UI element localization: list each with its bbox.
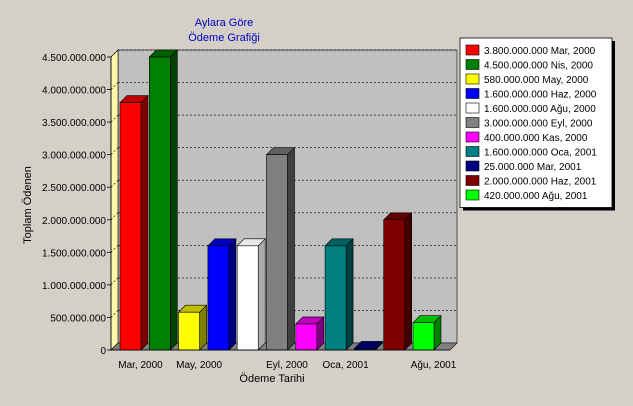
bar-side	[228, 238, 237, 351]
legend-swatch	[465, 131, 480, 143]
y-tick-label: 4.000.000.000	[42, 86, 106, 97]
bar-group	[382, 212, 413, 351]
bar-group	[324, 238, 354, 351]
bar-group	[207, 238, 237, 351]
legend-swatch	[465, 73, 480, 85]
bar	[324, 245, 347, 351]
grid-line-side	[110, 82, 119, 90]
y-axis-label: Toplam Ödenen	[22, 166, 34, 244]
bar-group	[236, 238, 266, 351]
grid-line-side	[110, 49, 119, 58]
y-tick-label: 500.000.000	[50, 313, 106, 324]
axes: 0 500.000.000 1.000.000.000 1.500.000.000 2.…	[42, 53, 457, 371]
bar-side	[287, 146, 295, 351]
y-tick-label: 0	[100, 346, 106, 357]
grid-line-side	[110, 212, 119, 220]
bar-side	[404, 212, 413, 351]
bar-side	[170, 49, 178, 351]
bar	[295, 323, 318, 351]
bar-group	[177, 304, 208, 351]
legend-entry: 4.500.000.000 Nis, 2000	[484, 61, 593, 72]
legend-entry: 25.000.000 Mar, 2001	[484, 162, 582, 173]
y-tick-label: 2.000.000.000	[42, 216, 106, 227]
bar-side	[257, 238, 266, 351]
legend-entry: 580.000.000 May, 2000	[484, 75, 589, 86]
x-tick-label: Oca, 2001	[323, 360, 370, 371]
y-tick-label: 3.000.000.000	[42, 151, 106, 162]
legend-box	[459, 37, 613, 208]
legend-swatch	[465, 189, 480, 201]
legend-entry: 1.600.000.000 Haz, 2000	[484, 90, 597, 101]
x-tick-label: Ağu, 2001	[411, 360, 457, 371]
bar	[412, 322, 435, 351]
bar	[119, 102, 142, 351]
y-tick-label: 1.500.000.000	[42, 248, 106, 259]
bar-group	[295, 316, 325, 351]
grid-line-side	[110, 277, 119, 286]
x-tick-label: May, 2000	[176, 360, 222, 371]
legend-entry: 1.600.000.000 Ağu, 2000	[484, 104, 596, 115]
grid-line-side	[110, 180, 119, 188]
x-tick-label: Mar, 2000	[118, 360, 163, 371]
legend-entry: 2.000.000.000 Haz, 2001	[484, 177, 597, 188]
bar-side	[345, 238, 354, 351]
bar	[178, 311, 200, 351]
grid-line-side	[110, 147, 119, 155]
bar	[236, 245, 259, 351]
legend-entry: 1.600.000.000 Oca, 2001	[484, 148, 597, 159]
legend-entry: 400.000.000 Kas, 2000	[484, 133, 588, 144]
grid-line-side	[110, 310, 119, 318]
plot-side-wall	[110, 49, 119, 351]
legend-swatch	[465, 88, 480, 99]
bar-side	[140, 94, 149, 351]
grid-line-side	[110, 114, 119, 123]
x-tick-label: Eyl, 2000	[266, 360, 308, 371]
legend-swatch	[465, 59, 480, 70]
legend-swatch	[465, 160, 480, 172]
bar-side	[199, 304, 207, 351]
bar	[266, 154, 288, 351]
legend-swatch	[465, 102, 480, 114]
chart-subtitle: Ödeme Grafiği	[188, 32, 260, 44]
bar-group	[119, 94, 149, 351]
chart-title: Aylara Göre	[195, 17, 254, 29]
legend-entry: 3.800.000.000 Mar, 2000	[484, 46, 596, 57]
bar	[207, 245, 230, 351]
grid-line-side	[110, 245, 119, 253]
bar-group	[265, 146, 296, 351]
bar-group	[353, 340, 384, 351]
legend-swatch	[465, 175, 480, 186]
x-axis-label: Ödeme Tarihi	[239, 373, 304, 385]
legend: 3.800.000.000 Mar, 2000 4.500.000.000 Nis…	[459, 37, 615, 211]
legend-swatch	[465, 117, 480, 128]
legend-entry: 420.000.000 Ağu, 2001	[484, 191, 588, 202]
bar-group	[148, 49, 179, 351]
bar	[383, 219, 406, 351]
legend-swatch	[465, 146, 480, 157]
bar-group	[412, 314, 442, 351]
bar	[149, 56, 171, 351]
y-tick-label: 2.500.000.000	[42, 183, 106, 194]
legend-entry: 3.000.000.000 Eyl, 2000	[484, 119, 593, 130]
y-tick-label: 4.500.000.000	[42, 53, 106, 64]
legend-swatch	[465, 44, 480, 56]
y-tick-label: 3.500.000.000	[42, 118, 106, 129]
y-tick-label: 1.000.000.000	[42, 281, 106, 292]
